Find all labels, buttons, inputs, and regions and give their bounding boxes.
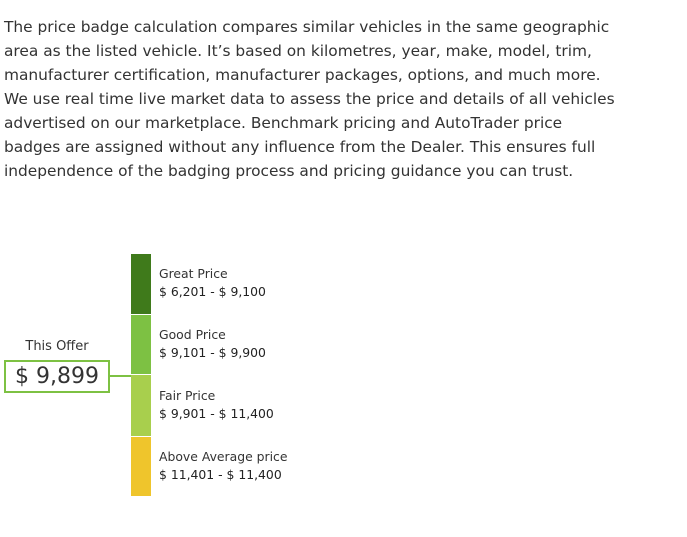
above-average-price-bar	[131, 437, 151, 496]
price-badge-description: The price badge calculation compares sim…	[4, 18, 615, 180]
great-price-bar	[131, 254, 151, 314]
offer-connector-line	[110, 375, 131, 377]
above-average-price-label: Above Average price	[159, 449, 288, 464]
fair-price-label: Fair Price	[159, 388, 216, 403]
fair-price-range: $ 9,901 - $ 11,400	[159, 406, 274, 421]
above-average-price-range: $ 11,401 - $ 11,400	[159, 467, 282, 482]
fair-price-bar	[131, 375, 151, 436]
good-price-range: $ 9,101 - $ 9,900	[159, 345, 266, 360]
good-price-label: Good Price	[159, 327, 226, 342]
this-offer-label: This Offer	[25, 339, 89, 354]
great-price-label: Great Price	[159, 266, 228, 281]
great-price-range: $ 6,201 - $ 9,100	[159, 284, 266, 299]
this-offer-price: $ 9,899	[4, 360, 110, 393]
good-price-bar	[131, 315, 151, 374]
